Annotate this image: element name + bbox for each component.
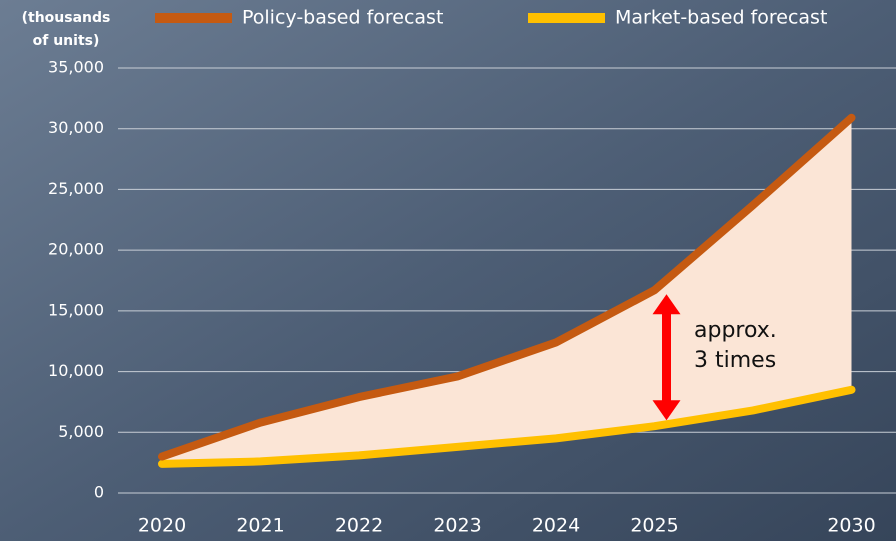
annotation: 3 times: [694, 348, 776, 373]
x-tick-label: 2021: [236, 515, 284, 537]
x-tick-label: 2022: [335, 515, 383, 537]
y-unit: (thousands: [22, 10, 111, 26]
series-line: [158, 385, 856, 468]
arrow-head: [652, 294, 681, 315]
gap-band: [162, 117, 852, 464]
y-tick-label: 0: [94, 483, 104, 502]
y-tick-label: 15,000: [48, 300, 104, 319]
y-tick-label: 20,000: [48, 240, 104, 259]
legend-label: Market-based forecast: [615, 7, 827, 29]
series-line: [158, 113, 856, 461]
arrow-head: [652, 400, 681, 421]
x-tick-label: 2025: [630, 515, 678, 537]
y-tick-label: 25,000: [48, 179, 104, 198]
legend-label: Policy-based forecast: [242, 7, 443, 29]
y-tick-label: 10,000: [48, 361, 104, 380]
y-tick-label: 5,000: [58, 422, 104, 441]
y-unit: of units): [33, 33, 100, 49]
x-tick-label: 2024: [532, 515, 580, 537]
y-tick-label: 35,000: [48, 58, 104, 77]
x-tick-label: 2020: [138, 515, 186, 537]
x-tick-label: 2023: [433, 515, 481, 537]
annotation: approx.: [694, 318, 777, 343]
y-tick-label: 30,000: [48, 118, 104, 137]
x-tick-label: 2030: [827, 515, 875, 537]
